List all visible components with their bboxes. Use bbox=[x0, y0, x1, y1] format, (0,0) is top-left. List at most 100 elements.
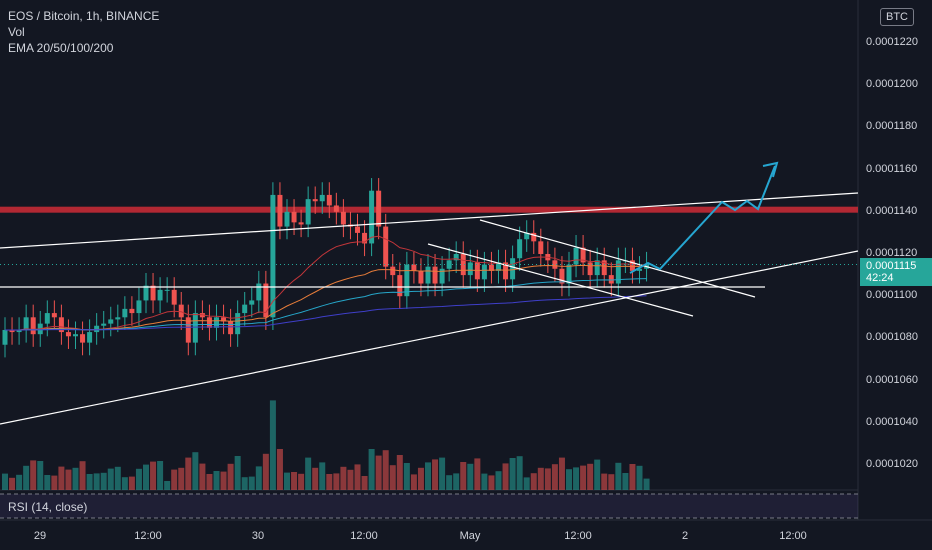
candle-countdown: 42:24 bbox=[866, 272, 894, 284]
volume-bar bbox=[474, 458, 481, 490]
volume-bar bbox=[636, 465, 643, 490]
y-tick-label: 0.0001080 bbox=[866, 331, 918, 344]
volume-bar bbox=[284, 472, 290, 490]
volume-bar bbox=[587, 463, 594, 490]
volume-bar bbox=[255, 466, 262, 490]
y-tick-label: 0.0001020 bbox=[866, 458, 918, 470]
y-tick-label: 0.0001220 bbox=[866, 36, 918, 48]
candle-body bbox=[263, 283, 269, 318]
candle-body bbox=[164, 289, 170, 291]
candle-body bbox=[185, 317, 191, 343]
volume-bar bbox=[305, 457, 312, 490]
candle-body bbox=[390, 266, 396, 276]
candle-body bbox=[594, 260, 600, 276]
x-tick-label: May bbox=[459, 530, 481, 542]
candle-body bbox=[481, 264, 487, 280]
candle-body bbox=[249, 300, 255, 305]
candle-body bbox=[30, 317, 36, 335]
candle-body bbox=[559, 268, 565, 284]
candle-body bbox=[510, 258, 516, 280]
candle-body bbox=[87, 332, 93, 343]
volume-bar bbox=[150, 461, 157, 490]
volume-bar bbox=[319, 462, 326, 490]
candle-body bbox=[376, 190, 382, 227]
volume-bar bbox=[580, 465, 587, 490]
lower-trendline bbox=[0, 250, 859, 425]
volume-bar bbox=[467, 463, 474, 490]
volume-bar bbox=[432, 459, 439, 490]
candle-body bbox=[242, 304, 248, 314]
volume-bar bbox=[135, 468, 142, 490]
volume-bar bbox=[86, 474, 93, 490]
volume-bar bbox=[573, 467, 580, 490]
candle-body bbox=[58, 317, 64, 333]
volume-bar bbox=[544, 468, 551, 490]
volume-bar bbox=[9, 477, 16, 490]
volume-bar bbox=[601, 473, 608, 490]
candle-body bbox=[108, 319, 114, 324]
legend-symbol[interactable]: EOS / Bitcoin, 1h, BINANCE bbox=[8, 9, 160, 23]
y-tick-label: 0.0001180 bbox=[866, 120, 918, 133]
y-tick-label: 0.0001040 bbox=[866, 415, 918, 428]
candle-body bbox=[615, 260, 621, 284]
y-tick-label: 0.0001140 bbox=[866, 204, 918, 217]
candle-body bbox=[369, 190, 375, 244]
x-tick-label: 30 bbox=[251, 530, 265, 542]
candle-body bbox=[531, 232, 537, 242]
upper-trendline bbox=[0, 192, 859, 249]
volume-bar bbox=[523, 477, 530, 490]
volume-bar bbox=[157, 461, 164, 490]
volume-bar bbox=[178, 467, 185, 490]
volume-bar bbox=[622, 473, 629, 490]
volume-bar bbox=[23, 465, 30, 490]
volume-bar bbox=[58, 466, 65, 490]
volume-bar bbox=[495, 471, 502, 490]
volume-bar bbox=[227, 463, 234, 490]
legend-vol[interactable]: Vol bbox=[8, 25, 25, 39]
candle-body bbox=[115, 317, 121, 320]
volume-bar bbox=[594, 459, 601, 490]
volume-bar bbox=[566, 469, 572, 490]
volume-bar bbox=[615, 462, 622, 490]
candle-body bbox=[319, 194, 325, 202]
candle-body bbox=[150, 285, 156, 301]
volume-bar bbox=[537, 467, 544, 490]
candle-body bbox=[383, 226, 389, 267]
candle-body bbox=[178, 304, 184, 318]
ema-50-line bbox=[5, 264, 647, 331]
volume-bar bbox=[629, 464, 636, 490]
candle-body bbox=[446, 260, 452, 269]
candle-body bbox=[411, 264, 417, 271]
volume-bar bbox=[121, 477, 128, 490]
y-tick-label: 0.0001100 bbox=[866, 289, 918, 302]
candle-body bbox=[270, 194, 276, 318]
wedge-bottom-line bbox=[427, 243, 694, 317]
volume-bar bbox=[425, 462, 431, 490]
volume-bar bbox=[93, 473, 100, 490]
candle-body bbox=[312, 199, 318, 202]
rsi-legend[interactable]: RSI (14, close) bbox=[8, 500, 88, 514]
volume-bar bbox=[262, 453, 269, 490]
volume-bar bbox=[502, 463, 509, 490]
candle-body bbox=[228, 321, 234, 335]
legend-ema[interactable]: EMA 20/50/100/200 bbox=[8, 41, 114, 55]
candle-body bbox=[573, 247, 579, 265]
candle-body bbox=[101, 323, 107, 326]
current-price-tag: 0.0001115 42:24 bbox=[860, 258, 932, 286]
candle-body bbox=[580, 247, 586, 263]
candle-body bbox=[496, 262, 501, 271]
candle-body bbox=[467, 262, 473, 276]
volume-bar bbox=[298, 473, 305, 490]
volume-bar bbox=[248, 476, 255, 490]
volume-bar bbox=[51, 475, 58, 490]
candle-body bbox=[214, 317, 219, 328]
candle-body bbox=[418, 270, 424, 284]
wedge-top-line bbox=[479, 219, 756, 298]
candle-body bbox=[305, 199, 311, 225]
candle-body bbox=[488, 264, 494, 271]
currency-badge[interactable]: BTC bbox=[880, 8, 914, 26]
volume-bar bbox=[488, 475, 495, 490]
ema-200-line bbox=[5, 295, 647, 331]
